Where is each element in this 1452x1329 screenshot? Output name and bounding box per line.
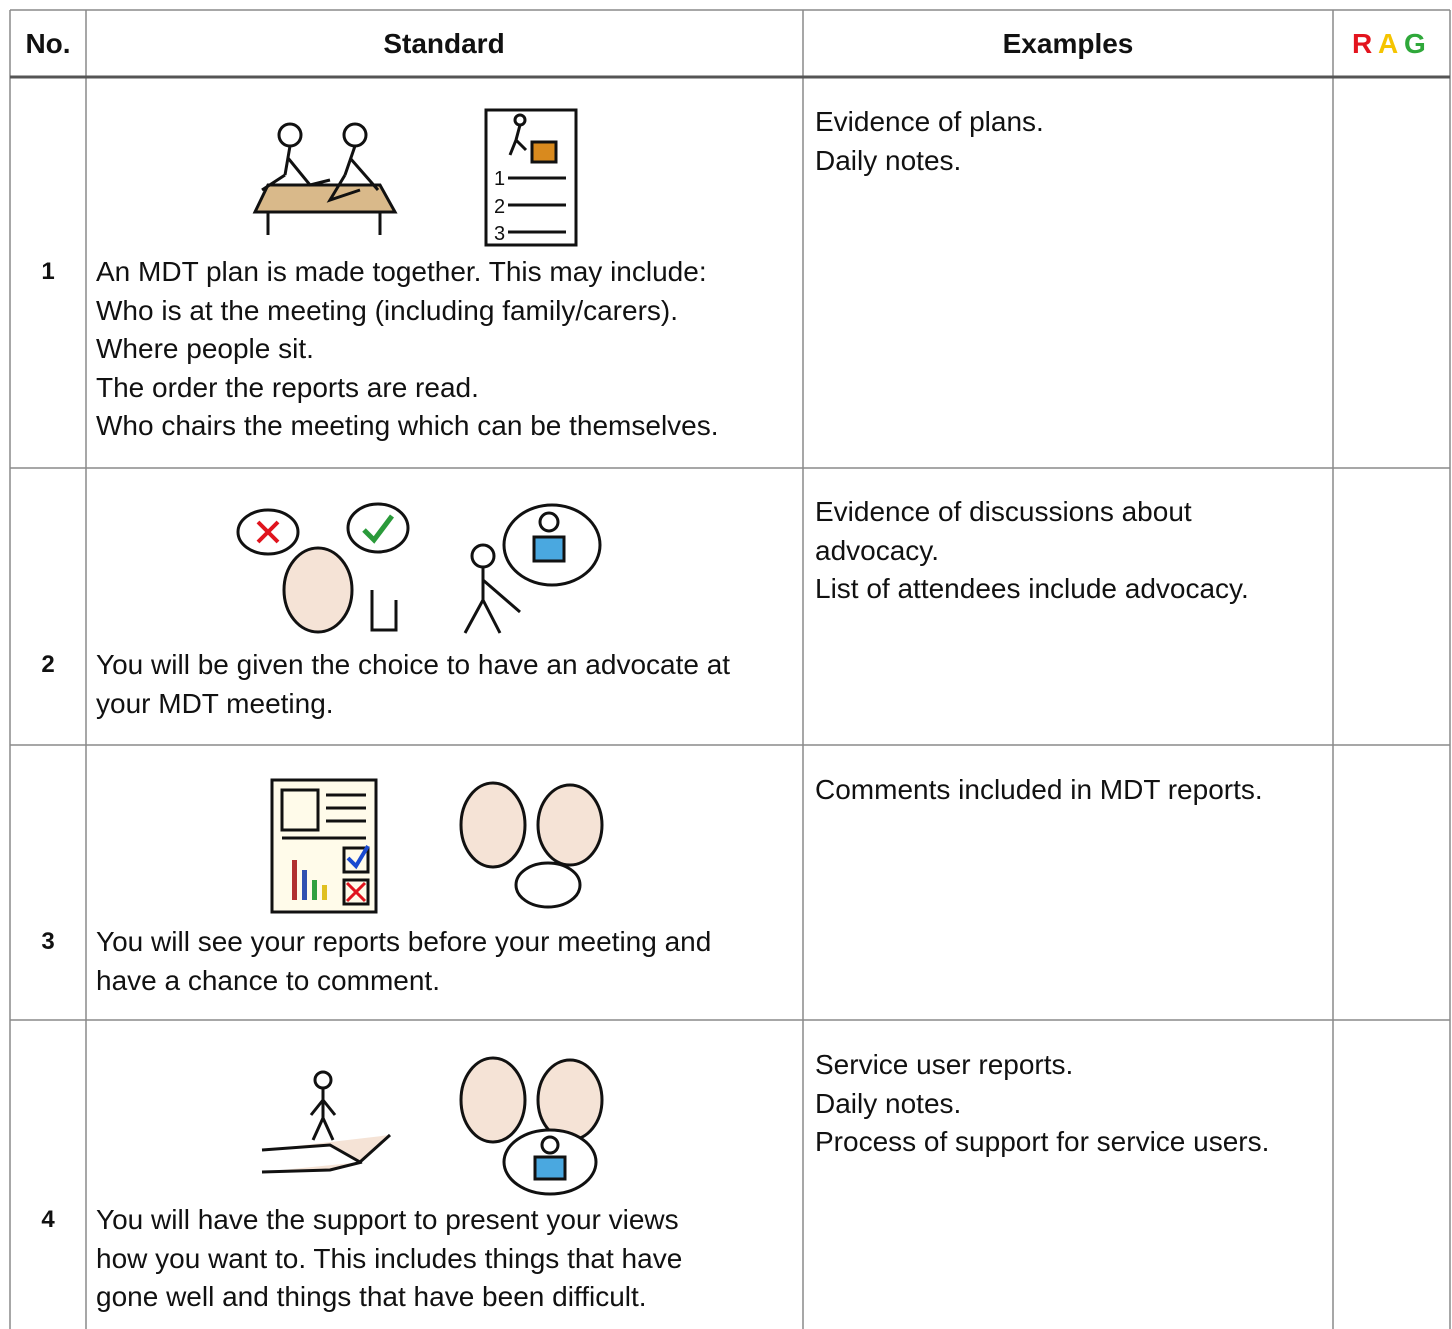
header-standard: Standard [383,28,505,59]
standard-line: how you want to. This includes things th… [96,1242,683,1274]
example-line: Process of support for service users. [815,1126,1270,1157]
header-no: No. [25,28,71,59]
header-rag: G [1404,28,1426,59]
standard-line: Who is at the meeting (including family/… [96,294,678,326]
example-line: Comments included in MDT reports. [815,774,1263,805]
choice-symbol [236,502,602,634]
example-line: Daily notes. [815,1087,962,1119]
plan-symbol: 1 2 3 [484,108,578,247]
standard-line: The order the reports are read. [96,371,479,403]
standard-line: You will see your reports before your me… [96,926,712,957]
views-symbol [459,1056,604,1196]
example-line: Service user reports. [815,1049,1074,1080]
standard-line: You will be given the choice to have an … [96,649,731,680]
standard-line: You will have the support to present you… [96,1204,679,1235]
standard-line: have a chance to comment. [96,964,440,996]
header-rag: R [1352,28,1373,59]
header-rag: A [1378,28,1399,59]
report-symbol [270,778,378,914]
example-line: advocacy. [815,534,939,566]
standard-line: your MDT meeting. [96,687,334,719]
standard-line: Who chairs the meeting which can be them… [96,410,719,441]
svg-text:3: 3 [494,223,505,245]
support-symbol [261,1070,392,1174]
talk-symbol [459,781,604,909]
row-number: 4 [41,1206,55,1233]
row-number: 3 [41,928,55,955]
svg-text:1: 1 [494,168,505,190]
row-number: 2 [41,651,55,678]
example-line: Evidence of discussions about [815,496,1192,527]
example-line: Evidence of plans. [815,106,1044,137]
example-line: Daily notes. [815,144,962,176]
header-examples: Examples [1002,28,1134,59]
standard-line: gone well and things that have been diff… [96,1281,647,1312]
meeting-symbol [252,122,398,235]
svg-text:2: 2 [494,196,505,218]
example-line: List of attendees include advocacy. [815,573,1249,604]
row-number: 1 [41,258,55,285]
standard-line: Where people sit. [96,333,314,364]
standard-line: An MDT plan is made together. This may i… [96,256,707,287]
